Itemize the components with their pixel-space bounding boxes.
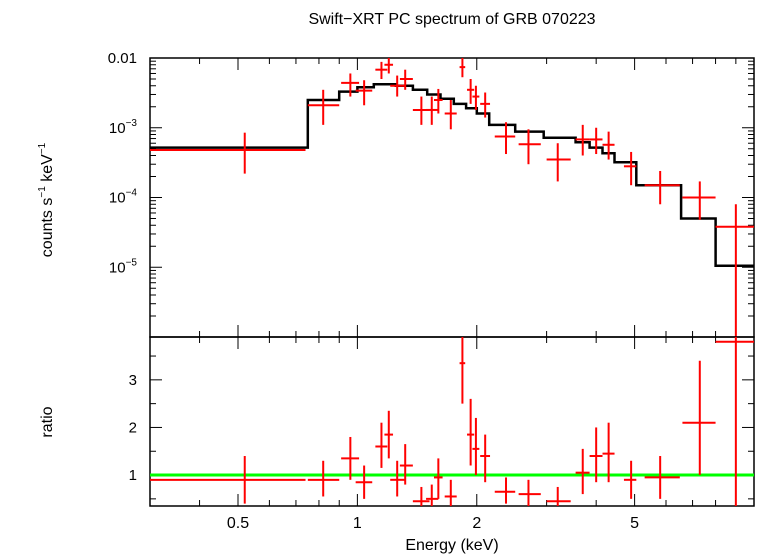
- spectrum-data-point: [375, 61, 388, 79]
- spectrum-data-point: [602, 131, 615, 160]
- ratio-data-point: [546, 486, 571, 506]
- ratio-y-tick-labels: 1 2 3: [129, 372, 137, 484]
- y-label-mid: keV: [39, 154, 56, 186]
- ratio-data-point: [375, 422, 388, 468]
- ratio-data-point: [355, 465, 373, 499]
- ratio-data-point: [467, 398, 475, 466]
- ratio-data-point: [715, 337, 754, 506]
- ratio-data-point: [518, 479, 541, 506]
- spectrum-data-point: [715, 204, 754, 337]
- ratio-data-point: [602, 422, 615, 483]
- ratio-data-point: [494, 477, 516, 504]
- y-label-sup2: −1: [37, 142, 48, 154]
- model-curve: [150, 83, 754, 268]
- y-tick-label: 2: [129, 419, 137, 436]
- x-tick-label: 2: [472, 515, 481, 532]
- ratio-x-tick-labels: 0.5 1 2 5: [227, 515, 639, 532]
- ratio-data-point: [444, 479, 457, 506]
- spectrum-data-point: [623, 151, 637, 186]
- spectrum-data-point: [390, 75, 406, 97]
- spectrum-data-point: [518, 129, 541, 165]
- ratio-data-points: [150, 337, 754, 506]
- ratio-data-point: [589, 427, 603, 483]
- y-tick-label: 3: [129, 372, 137, 389]
- ratio-data-point: [480, 434, 491, 483]
- spectrum-data-point: [589, 127, 603, 155]
- spectrum-data-point: [467, 78, 475, 104]
- spectrum-data-point: [480, 92, 491, 118]
- x-tick-label: 5: [630, 515, 639, 532]
- spectrum-data-point: [150, 132, 306, 174]
- ratio-data-point: [390, 460, 406, 497]
- ratio-data-point: [433, 458, 443, 499]
- spectrum-y-tick-labels: 0.01 10−3 10−4 10−5: [108, 50, 138, 276]
- chart-title: Swift−XRT PC spectrum of GRB 070223: [308, 11, 595, 28]
- spectrum-data-point: [644, 170, 680, 205]
- ratio-data-point: [399, 444, 413, 485]
- y-tick-label: 0.01: [108, 50, 137, 67]
- model-step-line: [150, 83, 754, 268]
- spectrum-data-points: [150, 58, 754, 337]
- spectrum-data-point: [682, 181, 716, 220]
- y-label-sup1: −1: [37, 186, 48, 198]
- spectrum-data-point: [494, 122, 516, 155]
- spectrum-data-point: [307, 89, 340, 125]
- spectrum-data-point: [433, 88, 443, 114]
- spectrum-data-point: [426, 96, 439, 125]
- ratio-y-axis-label: ratio: [39, 406, 56, 437]
- x-axis-label: Energy (keV): [405, 537, 498, 554]
- spectrum-data-point: [472, 85, 480, 110]
- ratio-data-point: [644, 456, 680, 499]
- ratio-data-point: [472, 417, 480, 476]
- x-tick-label: 0.5: [227, 515, 249, 532]
- y-label-main: counts s: [39, 198, 56, 258]
- spectrum-data-point: [575, 124, 590, 156]
- spectrum-data-point: [459, 58, 466, 78]
- x-tick-label: 1: [353, 515, 362, 532]
- ratio-data-point: [412, 486, 430, 506]
- ratio-panel: 1 2 3 0.5 1 2 5 ratio Energy (keV): [39, 336, 755, 554]
- spectrum-data-point: [355, 80, 373, 106]
- spectrum-y-axis-label: counts s−1 keV−1: [37, 142, 56, 257]
- ratio-data-point: [682, 360, 716, 476]
- spectrum-data-point: [384, 58, 394, 74]
- ratio-data-point: [150, 456, 306, 504]
- spectrum-data-point: [341, 73, 360, 97]
- y-tick-label: 10−3: [109, 118, 138, 137]
- ratio-data-point: [459, 337, 466, 404]
- spectrum-data-point: [444, 99, 457, 130]
- spectrum-data-point: [399, 69, 413, 90]
- spectrum-data-point: [546, 143, 571, 182]
- ratio-data-point: [341, 436, 360, 480]
- y-tick-label: 10−5: [109, 257, 138, 276]
- ratio-data-point: [426, 484, 439, 506]
- ratio-data-point: [575, 448, 590, 495]
- ratio-plot-frame: [149, 336, 755, 507]
- y-tick-label: 1: [129, 467, 137, 484]
- ratio-data-point: [623, 460, 637, 499]
- spectrum-x-ticks: [199, 58, 737, 337]
- y-tick-label: 10−4: [109, 188, 138, 207]
- ratio-data-point: [384, 410, 394, 459]
- ratio-data-point: [307, 460, 340, 497]
- spectrum-y-ticks: [150, 60, 754, 338]
